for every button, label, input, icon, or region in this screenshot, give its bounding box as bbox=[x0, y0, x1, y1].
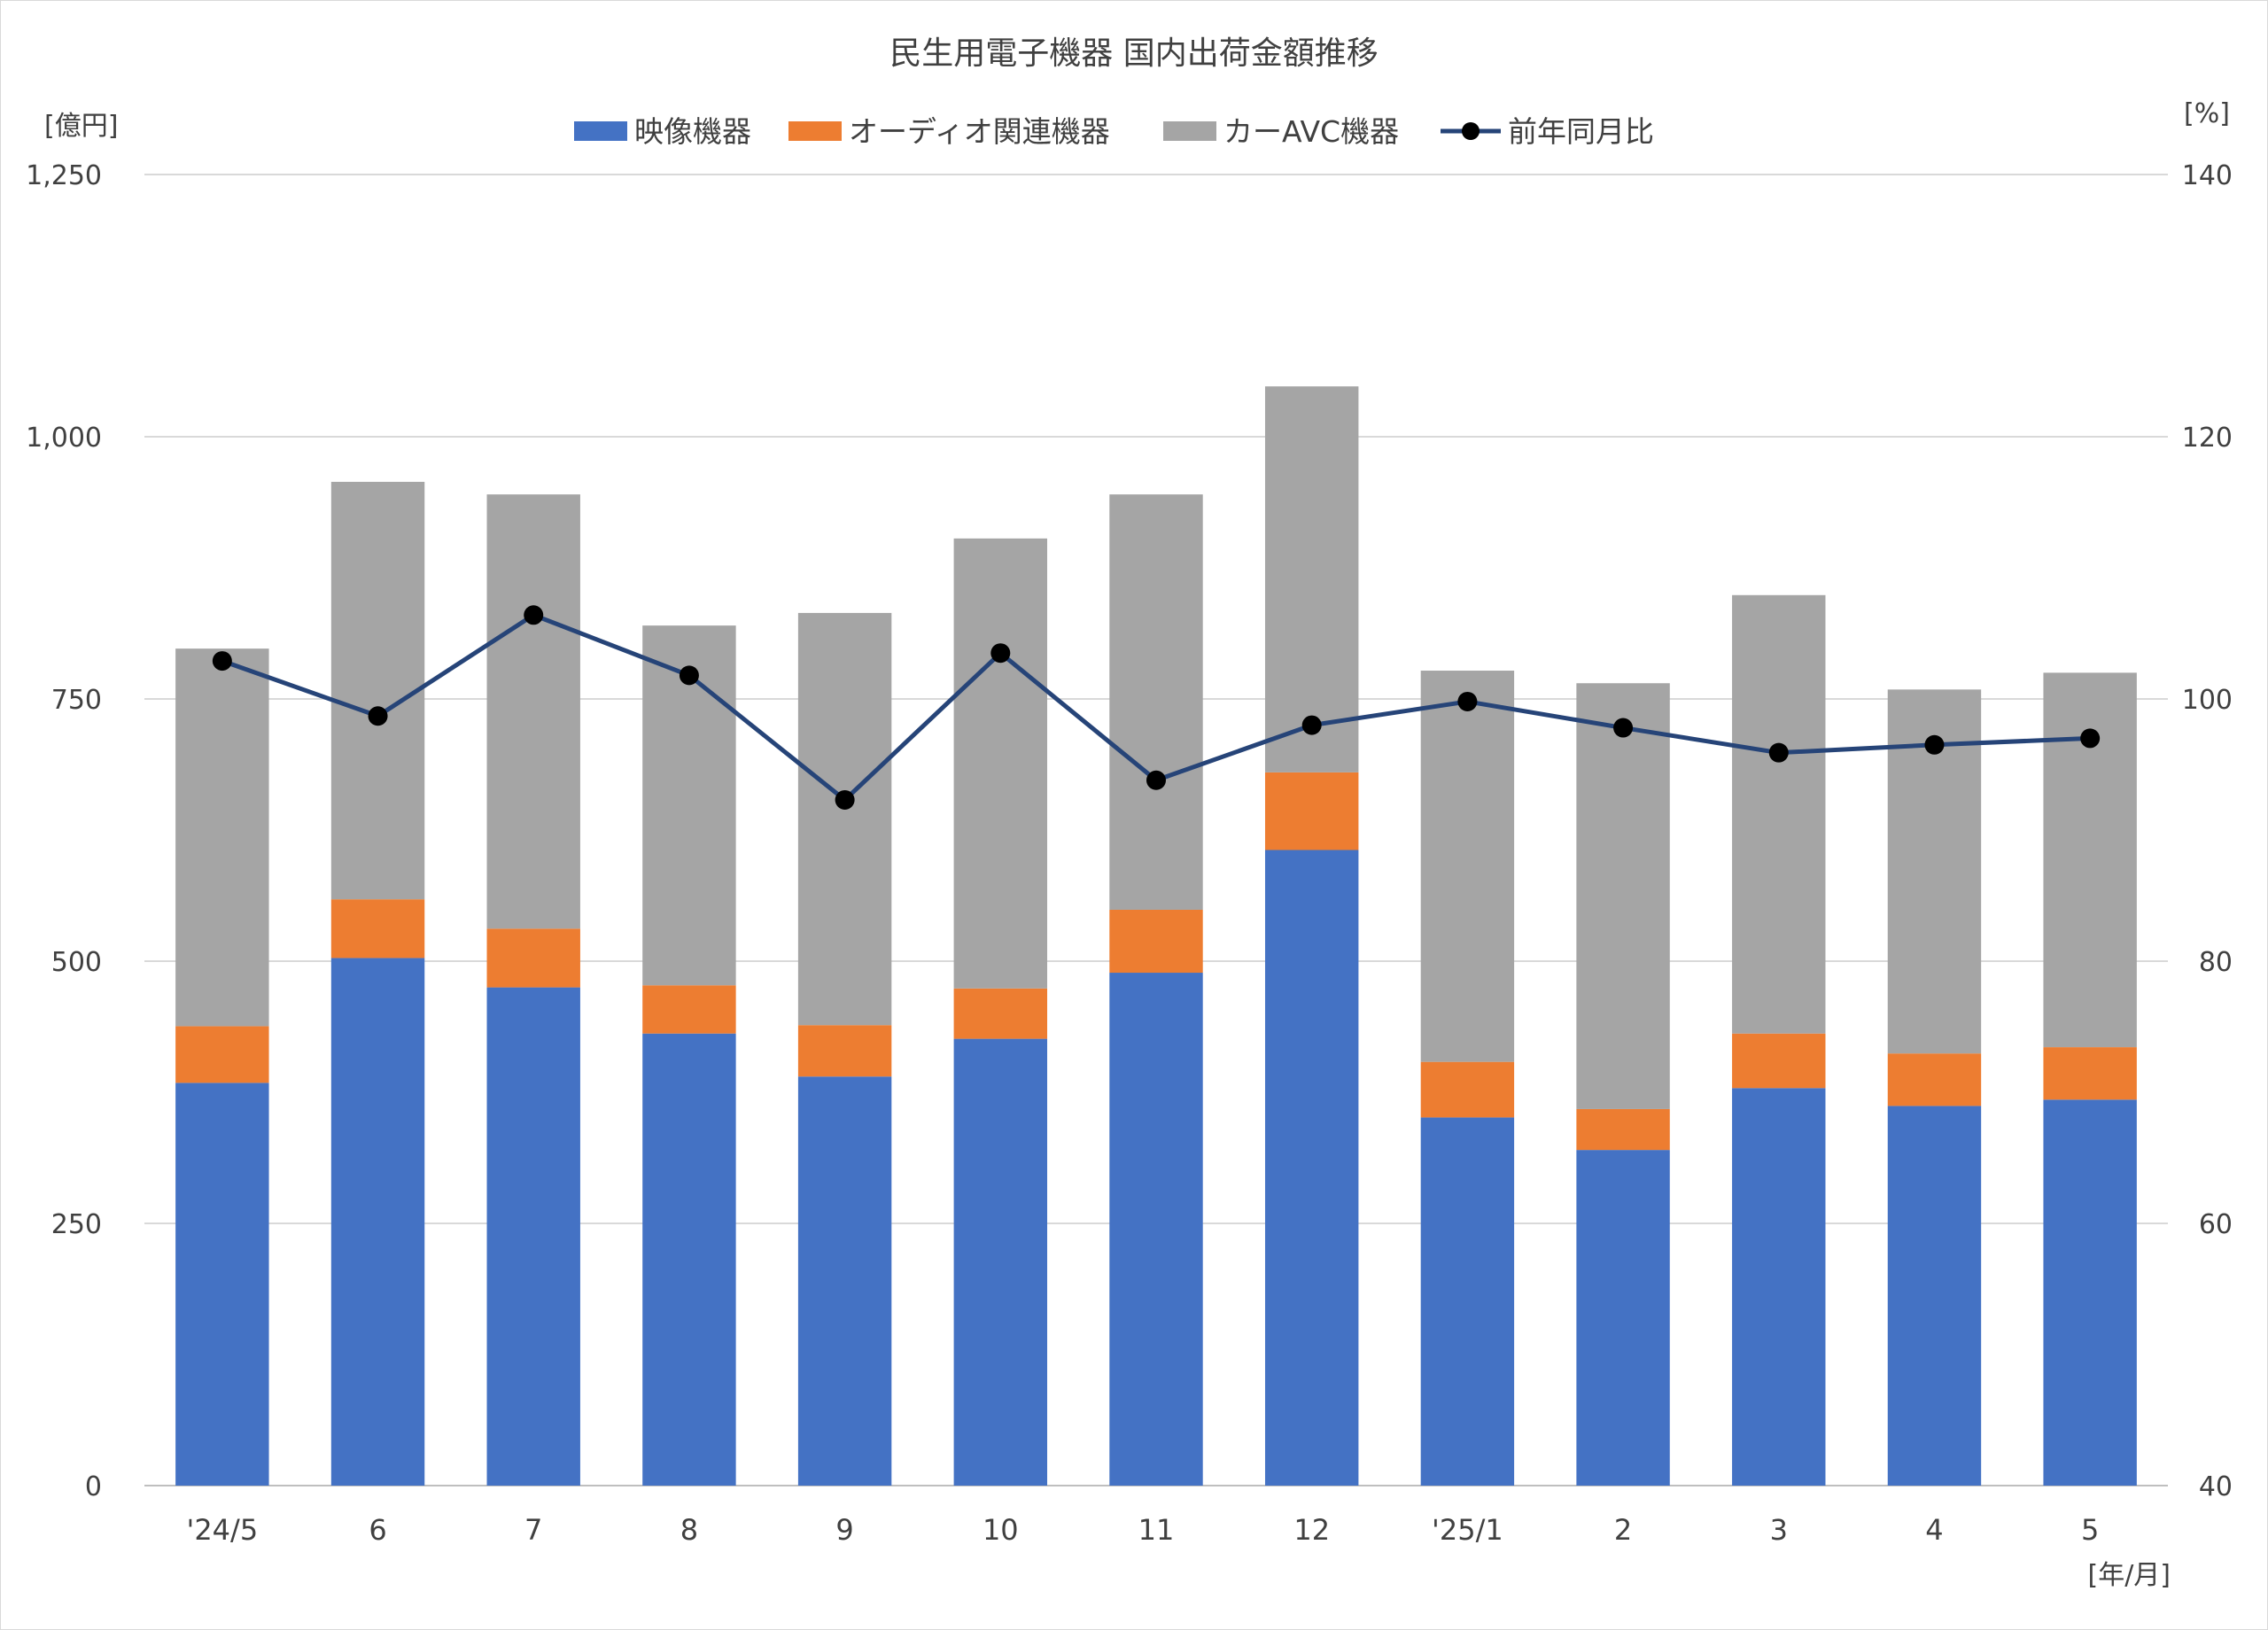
bar-カーAVC機器 bbox=[1576, 683, 1670, 1109]
right-axis-unit: [%] bbox=[2184, 98, 2230, 129]
bar-オーディオ関連機器 bbox=[1576, 1108, 1670, 1151]
yoy-point bbox=[990, 643, 1011, 664]
bar-オーディオ関連機器 bbox=[1887, 1053, 1982, 1106]
x-tick-label: 7 bbox=[524, 1513, 542, 1547]
left-tick-label: 500 bbox=[51, 947, 102, 978]
gridlines bbox=[144, 174, 2168, 1486]
bar-カーAVC機器 bbox=[953, 538, 1048, 989]
x-tick-label: 8 bbox=[680, 1513, 698, 1547]
x-tick-label: 12 bbox=[1293, 1513, 1330, 1547]
right-tick-label: 40 bbox=[2199, 1471, 2233, 1502]
bar-カーAVC機器 bbox=[1264, 386, 1359, 772]
legend: 映像機器 オーディオ関連機器 カーAVC機器 前年同月比 bbox=[574, 114, 1654, 149]
bar-カーAVC機器 bbox=[175, 648, 269, 1027]
chart-title: 民生用電子機器 国内出荷金額推移 bbox=[889, 35, 1378, 72]
bar-オーディオ関連機器 bbox=[175, 1026, 269, 1083]
legend-label: カーAVC機器 bbox=[1223, 114, 1399, 149]
legend-swatch bbox=[788, 121, 842, 141]
x-tick-label: 9 bbox=[835, 1513, 853, 1547]
yoy-point bbox=[835, 789, 855, 810]
legend-label: オーディオ関連機器 bbox=[849, 114, 1110, 149]
x-axis-labels: '24/5 6 7 8 9 10 11 12 '25/1 2 3 4 5 bbox=[187, 1513, 2100, 1547]
right-tick-label: 80 bbox=[2199, 947, 2233, 978]
left-axis-unit: [億円] bbox=[44, 111, 118, 142]
bar-映像機器 bbox=[642, 1033, 736, 1486]
yoy-point bbox=[679, 665, 699, 686]
bar-映像機器 bbox=[330, 958, 425, 1486]
bar-カーAVC機器 bbox=[486, 494, 580, 929]
x-tick-label: 3 bbox=[1770, 1513, 1788, 1547]
legend-swatch bbox=[1163, 121, 1216, 141]
yoy-point bbox=[1924, 734, 1945, 755]
right-tick-label: 120 bbox=[2182, 423, 2233, 454]
yoy-point bbox=[1457, 691, 1478, 711]
left-tick-label: 1,250 bbox=[26, 160, 102, 191]
bar-オーディオ関連機器 bbox=[1420, 1061, 1515, 1118]
bar-カーAVC機器 bbox=[1109, 494, 1203, 910]
bar-オーディオ関連機器 bbox=[1264, 772, 1359, 850]
x-tick-label: '25/1 bbox=[1432, 1513, 1503, 1547]
x-axis-unit: [年/月] bbox=[2087, 1560, 2171, 1591]
legend-label: 映像機器 bbox=[634, 114, 751, 149]
right-tick-label: 100 bbox=[2182, 685, 2233, 716]
bar-映像機器 bbox=[1109, 973, 1203, 1486]
bar-映像機器 bbox=[797, 1076, 892, 1486]
legend-swatch-marker bbox=[1462, 122, 1480, 140]
bar-オーディオ関連機器 bbox=[1732, 1033, 1826, 1089]
yoy-point bbox=[1146, 770, 1166, 790]
bar-オーディオ関連機器 bbox=[797, 1025, 892, 1077]
yoy-point bbox=[1613, 718, 1634, 738]
bar-オーディオ関連機器 bbox=[953, 988, 1048, 1039]
x-tick-label: '24/5 bbox=[187, 1513, 259, 1547]
bar-オーディオ関連機器 bbox=[330, 899, 425, 959]
bar-映像機器 bbox=[1264, 850, 1359, 1486]
yoy-point bbox=[1301, 715, 1322, 735]
yoy-point bbox=[524, 605, 544, 625]
left-tick-label: 1,000 bbox=[26, 423, 102, 454]
left-tick-label: 750 bbox=[51, 685, 102, 716]
legend-label: 前年同月比 bbox=[1508, 114, 1654, 149]
bar-映像機器 bbox=[1420, 1117, 1515, 1486]
yoy-point bbox=[212, 651, 232, 671]
bar-カーAVC機器 bbox=[1420, 671, 1515, 1062]
x-tick-label: 5 bbox=[2081, 1513, 2099, 1547]
bar-カーAVC機器 bbox=[1732, 594, 1826, 1034]
x-tick-label: 6 bbox=[369, 1513, 386, 1547]
bar-カーAVC機器 bbox=[642, 625, 736, 986]
left-tick-label: 0 bbox=[85, 1471, 102, 1502]
bar-オーディオ関連機器 bbox=[2043, 1047, 2137, 1100]
bar-映像機器 bbox=[1887, 1106, 1982, 1486]
bar-映像機器 bbox=[953, 1038, 1048, 1486]
bar-映像機器 bbox=[2043, 1099, 2137, 1486]
bar-オーディオ関連機器 bbox=[1109, 909, 1203, 974]
x-tick-label: 11 bbox=[1138, 1513, 1175, 1547]
yoy-point bbox=[2080, 728, 2101, 749]
yoy-point bbox=[368, 706, 388, 726]
x-tick-label: 2 bbox=[1614, 1513, 1632, 1547]
right-tick-label: 140 bbox=[2182, 160, 2233, 191]
bar-カーAVC機器 bbox=[797, 612, 892, 1026]
left-axis-ticks: 0 250 500 750 1,000 1,250 bbox=[26, 160, 102, 1502]
bar-オーディオ関連機器 bbox=[642, 985, 736, 1034]
x-tick-label: 10 bbox=[983, 1513, 1019, 1547]
bar-オーディオ関連機器 bbox=[486, 928, 580, 988]
right-tick-label: 60 bbox=[2199, 1209, 2233, 1240]
bars bbox=[175, 386, 2137, 1486]
bar-映像機器 bbox=[1576, 1150, 1670, 1486]
bar-映像機器 bbox=[175, 1083, 269, 1486]
yoy-point bbox=[1768, 742, 1789, 763]
legend-swatch bbox=[574, 121, 627, 141]
x-tick-label: 4 bbox=[1925, 1513, 1943, 1547]
right-axis-ticks: 40 60 80 100 120 140 bbox=[2182, 160, 2233, 1502]
left-tick-label: 250 bbox=[51, 1209, 102, 1240]
bar-映像機器 bbox=[486, 987, 580, 1486]
bar-映像機器 bbox=[1732, 1088, 1826, 1486]
bar-カーAVC機器 bbox=[330, 481, 425, 900]
yoy-line bbox=[212, 605, 2101, 810]
